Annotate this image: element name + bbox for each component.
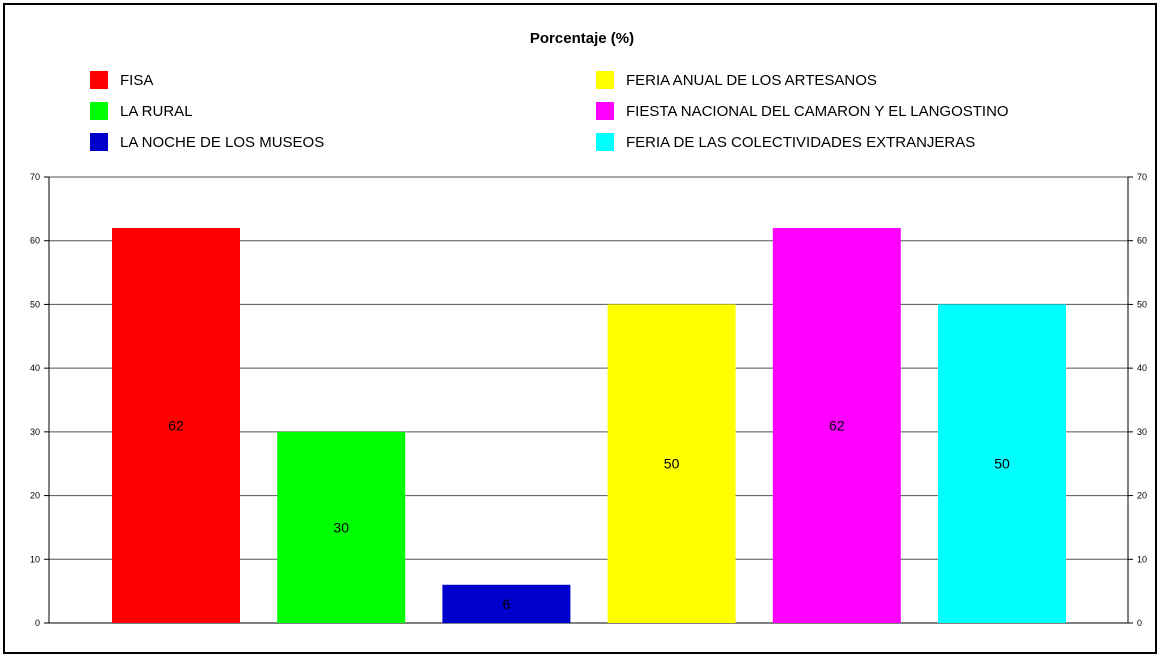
data-label-1: 62: [168, 417, 184, 433]
legend-swatch-la-rural: [90, 102, 108, 120]
legend-item-fiesta-nacional: FIESTA NACIONAL DEL CAMARON Y EL LANGOST…: [596, 101, 1009, 121]
chart-title: Porcentaje (%): [529, 30, 635, 47]
legend-swatch-fiesta-nacional: [596, 102, 614, 120]
data-label-5: 62: [829, 417, 845, 433]
legend-label-la-rural: LA RURAL: [120, 102, 193, 120]
right-tick-label-0: 0: [1137, 618, 1142, 628]
left-tick-label-30: 30: [30, 427, 40, 437]
bar-5: [772, 227, 901, 623]
legend-swatch-feria-anual: [596, 71, 614, 89]
legend-label-fiesta-nacional: FIESTA NACIONAL DEL CAMARON Y EL LANGOST…: [626, 102, 1009, 120]
right-tick-label-50: 50: [1137, 299, 1147, 309]
legend-item-fisa: FISA: [90, 70, 153, 90]
data-label-6: 50: [994, 456, 1010, 472]
left-tick-label-10: 10: [30, 554, 40, 564]
left-tick-label-20: 20: [30, 491, 40, 501]
data-label-3: 6: [503, 596, 511, 612]
legend-swatch-feria-colectividades: [596, 133, 614, 151]
right-tick-label-40: 40: [1137, 363, 1147, 373]
legend-item-feria-anual: FERIA ANUAL DE LOS ARTESANOS: [596, 70, 877, 90]
legend-label-feria-anual: FERIA ANUAL DE LOS ARTESANOS: [626, 71, 877, 89]
right-tick-label-10: 10: [1137, 554, 1147, 564]
data-label-4: 50: [664, 456, 680, 472]
legend-item-la-rural: LA RURAL: [90, 101, 193, 121]
legend-label-feria-colectividades: FERIA DE LAS COLECTIVIDADES EXTRANJERAS: [626, 133, 976, 151]
bar-6: [938, 304, 1066, 623]
right-tick-label-70: 70: [1137, 172, 1147, 182]
legend-item-la-noche-de-los-museos: LA NOCHE DE LOS MUSEOS: [90, 132, 324, 152]
right-tick-label-60: 60: [1137, 236, 1147, 246]
left-tick-label-60: 60: [30, 236, 40, 246]
legend-label-fisa: FISA: [120, 71, 154, 89]
legend-swatch-la-noche-de-los-museos: [90, 133, 108, 151]
legend-item-feria-colectividades: FERIA DE LAS COLECTIVIDADES EXTRANJERAS: [596, 132, 975, 152]
left-tick-label-50: 50: [30, 299, 40, 309]
right-tick-label-20: 20: [1137, 491, 1147, 501]
bar-4: [607, 304, 736, 623]
bar-3: [442, 584, 571, 623]
left-tick-label-70: 70: [30, 172, 40, 182]
right-tick-label-30: 30: [1137, 427, 1147, 437]
legend-label-la-noche-de-los-museos: LA NOCHE DE LOS MUSEOS: [120, 133, 325, 151]
data-label-2: 30: [333, 519, 349, 535]
bar-2: [277, 431, 406, 623]
left-tick-label-0: 0: [35, 618, 40, 628]
left-tick-label-40: 40: [30, 363, 40, 373]
legend-swatch-fisa: [90, 71, 108, 89]
bar-1: [112, 227, 240, 623]
